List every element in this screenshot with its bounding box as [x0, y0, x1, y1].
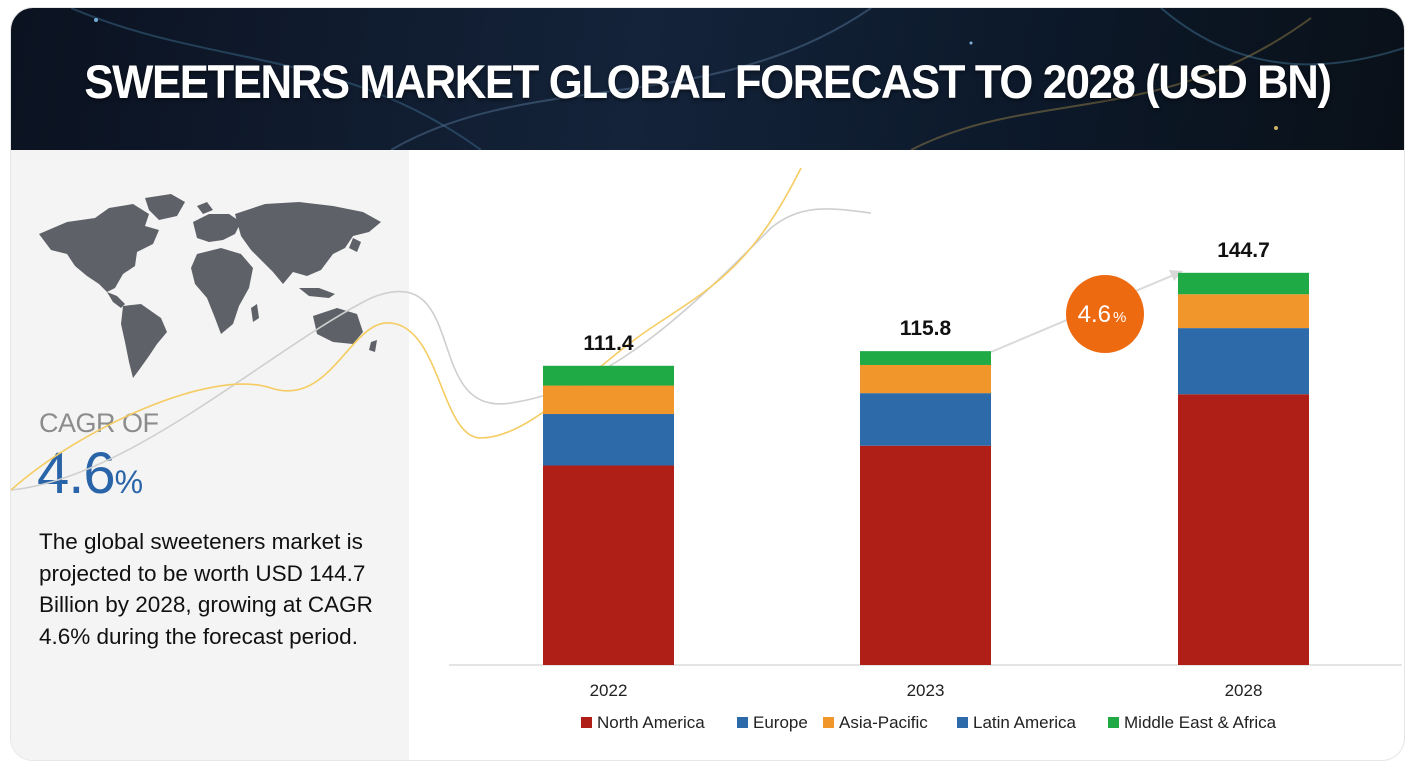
cagr-percent-sign: %	[114, 464, 144, 500]
growth-arrow-head	[1169, 270, 1183, 281]
chart-legend: North America Europe Asia-Pacific Latin Ame…	[581, 713, 1277, 732]
cagr-badge: 4.6%	[1066, 275, 1144, 353]
bar-2028-middle-east-africa	[1178, 272, 1309, 295]
data-label-total-2028: 144.7	[1217, 239, 1270, 262]
legend-label-latin-america: Latin America	[973, 713, 1077, 732]
bar-2023-middle-east-africa	[860, 351, 991, 365]
badge-percent-sign: %	[1113, 309, 1126, 326]
bar-2028-asia-pacific	[1178, 294, 1309, 329]
x-tick-2022: 2022	[590, 681, 628, 700]
legend-label-asia-pacific: Asia-Pacific	[839, 713, 928, 732]
bar-2023-asia-pacific	[860, 364, 991, 394]
x-tick-2023: 2023	[907, 681, 945, 700]
banner-light-streaks	[70, 8, 1404, 150]
summary-panel: CAGR OF 4.6% The global sweeteners marke…	[11, 150, 409, 760]
badge-number: 4.6	[1078, 301, 1111, 328]
data-label-total-2022: 111.4	[583, 332, 634, 355]
x-tick-2028: 2028	[1225, 681, 1263, 700]
legend-label-europe: Europe	[753, 713, 808, 732]
bar-2028-europe	[1178, 328, 1309, 395]
legend-swatch-middle-east-africa	[1108, 717, 1119, 728]
bar-2028-north-america	[1178, 394, 1309, 665]
bar-2022-north-america	[543, 465, 674, 665]
market-description: The global sweeteners market is projecte…	[39, 529, 373, 649]
legend-label-north-america: North America	[597, 713, 705, 732]
decorative-gray-curve	[11, 208, 872, 491]
legend-label-middle-east-africa: Middle East & Africa	[1124, 713, 1277, 732]
world-map-icon	[39, 194, 381, 378]
decorative-yellow-curve	[11, 167, 802, 491]
bar-2023-europe	[860, 393, 991, 446]
bar-2022-europe	[543, 414, 674, 466]
bar-2022-middle-east-africa	[543, 365, 674, 386]
legend-swatch-north-america	[581, 717, 592, 728]
legend-swatch-asia-pacific	[823, 717, 834, 728]
page-title: SWEETENRS MARKET GLOBAL FORECAST TO 2028…	[84, 55, 1332, 108]
legend-swatch-europe	[737, 717, 748, 728]
bar-2022-asia-pacific	[543, 385, 674, 415]
stacked-bar-chart: 111.4 115.8 144.7 2022 2023 2028 4.6% North …	[11, 167, 1402, 732]
bar-2023-north-america	[860, 445, 991, 665]
title-banner: SWEETENRS MARKET GLOBAL FORECAST TO 2028…	[11, 8, 1404, 150]
legend-swatch-latin-america	[957, 717, 968, 728]
cagr-label: CAGR OF	[39, 408, 159, 438]
infographic-card: SWEETENRS MARKET GLOBAL FORECAST TO 2028…	[11, 8, 1404, 760]
data-label-total-2023: 115.8	[900, 317, 952, 340]
svg-text:4.6%: 4.6%	[1078, 301, 1127, 328]
